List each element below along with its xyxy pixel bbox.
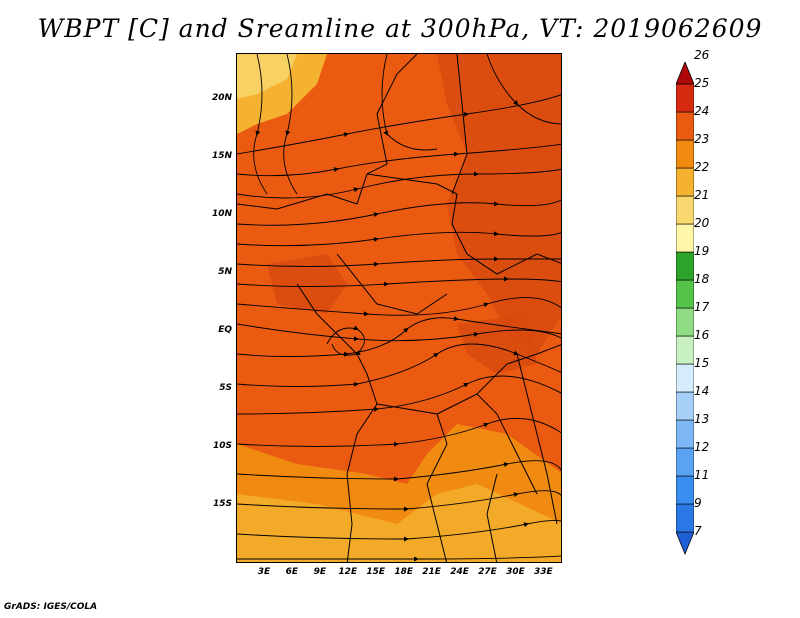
field-cool-nw-2 (237, 54, 297, 99)
colorbar-level-label: 21 (694, 188, 710, 202)
colorbar-level-label: 20 (694, 216, 710, 230)
colorbar-segment (676, 503, 694, 533)
colorbar-level-label: 24 (694, 104, 710, 118)
colorbar-level-label: 17 (694, 300, 710, 314)
colorbar-level-label: 15 (694, 356, 710, 370)
lat-tick-label: EQ (218, 325, 232, 336)
colorbar-segment (676, 475, 694, 505)
lon-tick-label: 9E (313, 567, 327, 577)
colorbar-segment (676, 279, 694, 309)
colorbar (676, 62, 694, 556)
lon-tick-label: 18E (394, 567, 413, 577)
colorbar-level-label: 22 (694, 160, 710, 174)
credit-text: GrADS: IGES/COLA (4, 602, 98, 612)
colorbar-segment (676, 167, 694, 197)
colorbar-segment (676, 307, 694, 337)
colorbar-segment (676, 111, 694, 141)
colorbar-segment (676, 391, 694, 421)
field-warm-core-west (267, 254, 347, 314)
colorbar-segment (676, 139, 694, 169)
colorbar-level-label: 12 (694, 440, 710, 454)
lon-tick-label: 30E (506, 567, 525, 577)
lat-tick-label: 15S (212, 499, 232, 510)
colorbar-level-label: 25 (694, 76, 710, 90)
colorbar-level-label: 9 (694, 496, 702, 510)
wbpt-streamline-map (237, 54, 561, 562)
colorbar-segment (676, 251, 694, 281)
lon-tick-label: 15E (366, 567, 386, 577)
colorbar-segment (676, 363, 694, 393)
colorbar-level-label: 19 (694, 244, 710, 258)
map-panel (236, 53, 562, 563)
colorbar-segment (676, 419, 694, 449)
colorbar-level-label: 11 (694, 468, 710, 482)
colorbar-upper-extension (676, 62, 694, 85)
colorbar-level-label: 14 (694, 384, 710, 398)
lat-tick-label: 10N (211, 209, 232, 220)
colorbar-segment (676, 447, 694, 477)
streamlines (237, 54, 561, 562)
map-title: WBPT [C] and Sreamline at 300hPa, VT: 20… (37, 14, 763, 43)
lon-tick-label: 6E (285, 567, 299, 577)
lon-tick-label: 21E (422, 567, 441, 577)
lat-tick-label: 15N (211, 151, 232, 162)
lon-tick-label: 33E (534, 567, 553, 577)
lon-tick-label: 24E (450, 567, 469, 577)
colorbar-segment (676, 223, 694, 253)
lon-tick-label: 27E (478, 567, 497, 577)
lat-tick-label: 10S (212, 441, 232, 452)
lat-tick-label: 20N (211, 93, 232, 104)
colorbar-segment (676, 195, 694, 225)
lon-tick-label: 3E (257, 567, 271, 577)
colorbar-level-label: 7 (694, 524, 702, 538)
colorbar-level-label: 18 (694, 272, 710, 286)
lat-tick-label: 5N (218, 267, 232, 278)
colorbar-segment (676, 83, 694, 113)
colorbar-level-label: 23 (694, 132, 710, 146)
colorbar-level-label: 26 (694, 48, 710, 62)
colorbar-segment (676, 335, 694, 365)
lat-tick-label: 5S (219, 383, 232, 394)
lon-tick-label: 12E (338, 567, 358, 577)
colorbar-lower-extension (676, 531, 694, 556)
colorbar-level-label: 16 (694, 328, 710, 342)
colorbar-level-label: 13 (694, 412, 710, 426)
